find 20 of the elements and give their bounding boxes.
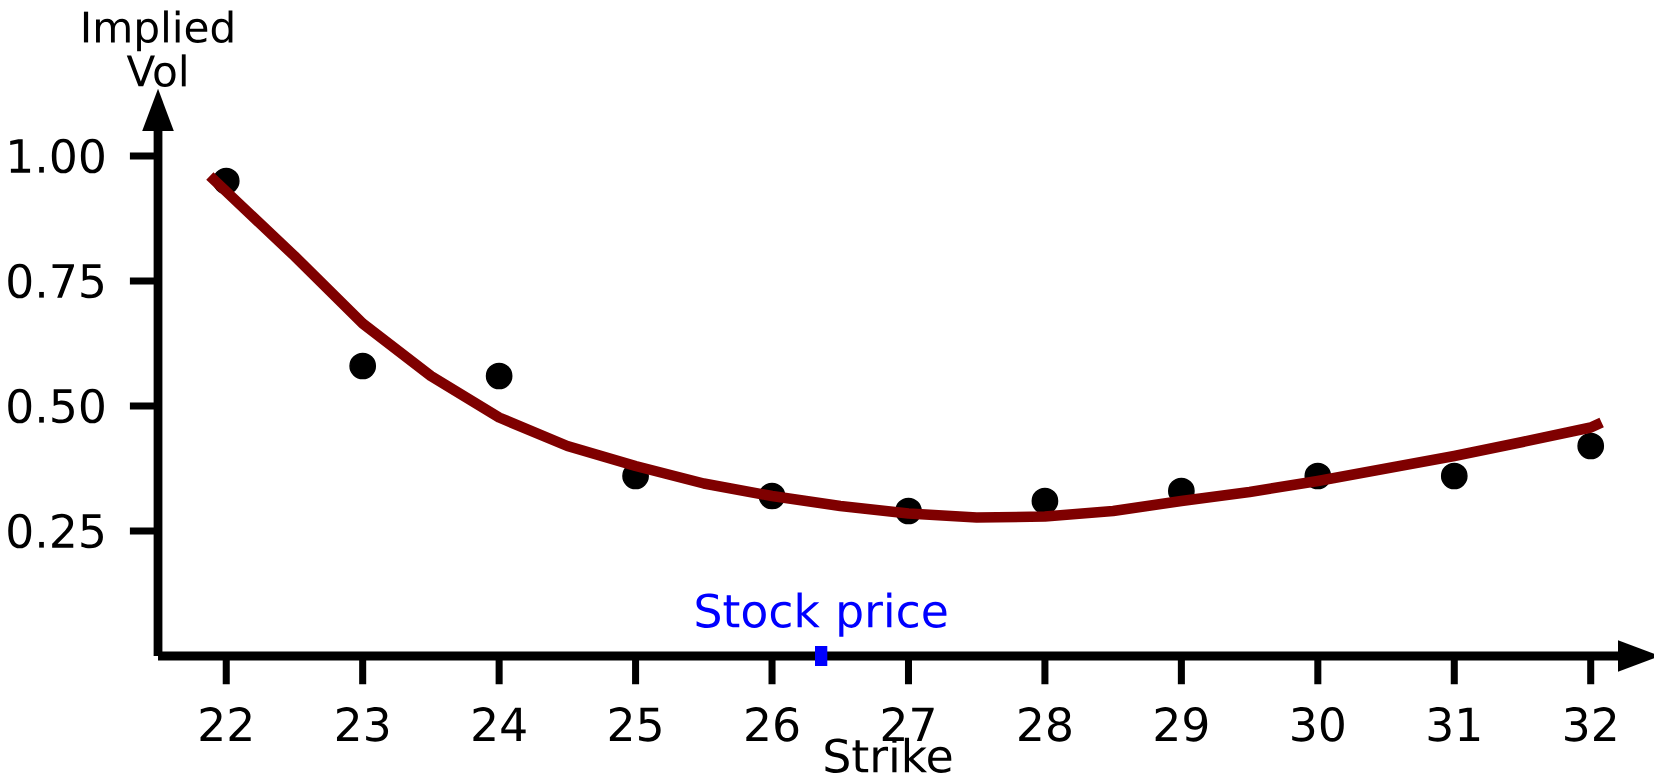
x-tick-label: 22 — [200, 707, 251, 741]
x-tick-label: 24 — [473, 707, 526, 741]
point — [1440, 462, 1468, 490]
x-tick-label: 32 — [1565, 707, 1616, 742]
point — [1577, 432, 1605, 460]
x-tick-label: 30 — [1292, 707, 1344, 742]
point — [485, 362, 513, 390]
ref-line-label: Stock price — [696, 592, 947, 637]
y-tick-label: 0.75 — [8, 263, 103, 299]
y-tick-label: 1.00 — [10, 138, 104, 174]
x-tick-label: 29 — [1155, 707, 1208, 742]
x-tick-label: 28 — [1019, 707, 1071, 742]
x-tick-label: 31 — [1428, 707, 1480, 742]
x-tick-label: 23 — [336, 707, 389, 742]
x-tick-label: 25 — [609, 707, 661, 742]
y-axis-title: Implied Vol — [83, 10, 233, 87]
y-tick-label: 0.50 — [8, 388, 104, 424]
y-tick-label: 0.25 — [8, 513, 103, 549]
x-tick-label: 26 — [746, 707, 799, 742]
point — [349, 352, 377, 380]
